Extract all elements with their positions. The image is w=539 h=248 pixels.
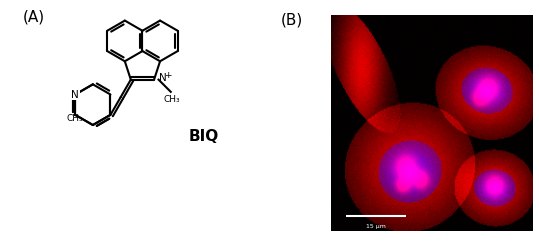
Text: N: N [158,73,167,83]
Text: +: + [164,71,171,80]
Text: (A): (A) [23,10,45,25]
Text: 15 μm: 15 μm [366,224,386,229]
Text: CH₃: CH₃ [67,114,84,123]
Text: BIQ: BIQ [189,129,219,144]
Text: CH₃: CH₃ [164,95,181,104]
Text: N: N [71,90,79,99]
Text: (B): (B) [280,12,302,27]
